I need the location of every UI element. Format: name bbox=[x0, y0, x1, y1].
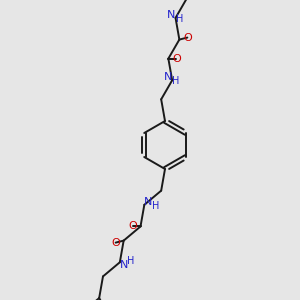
Text: N: N bbox=[167, 10, 176, 20]
Text: H: H bbox=[127, 256, 134, 266]
Text: O: O bbox=[172, 54, 181, 64]
Text: O: O bbox=[111, 238, 120, 248]
Text: N: N bbox=[120, 260, 128, 270]
Text: O: O bbox=[128, 221, 137, 232]
Text: N: N bbox=[144, 197, 152, 207]
Text: H: H bbox=[152, 201, 159, 211]
Text: H: H bbox=[176, 14, 183, 24]
Text: O: O bbox=[183, 33, 192, 43]
Text: H: H bbox=[172, 76, 180, 86]
Text: N: N bbox=[164, 72, 172, 82]
